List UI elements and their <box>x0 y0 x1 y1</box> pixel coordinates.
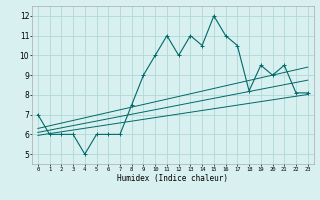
X-axis label: Humidex (Indice chaleur): Humidex (Indice chaleur) <box>117 174 228 183</box>
